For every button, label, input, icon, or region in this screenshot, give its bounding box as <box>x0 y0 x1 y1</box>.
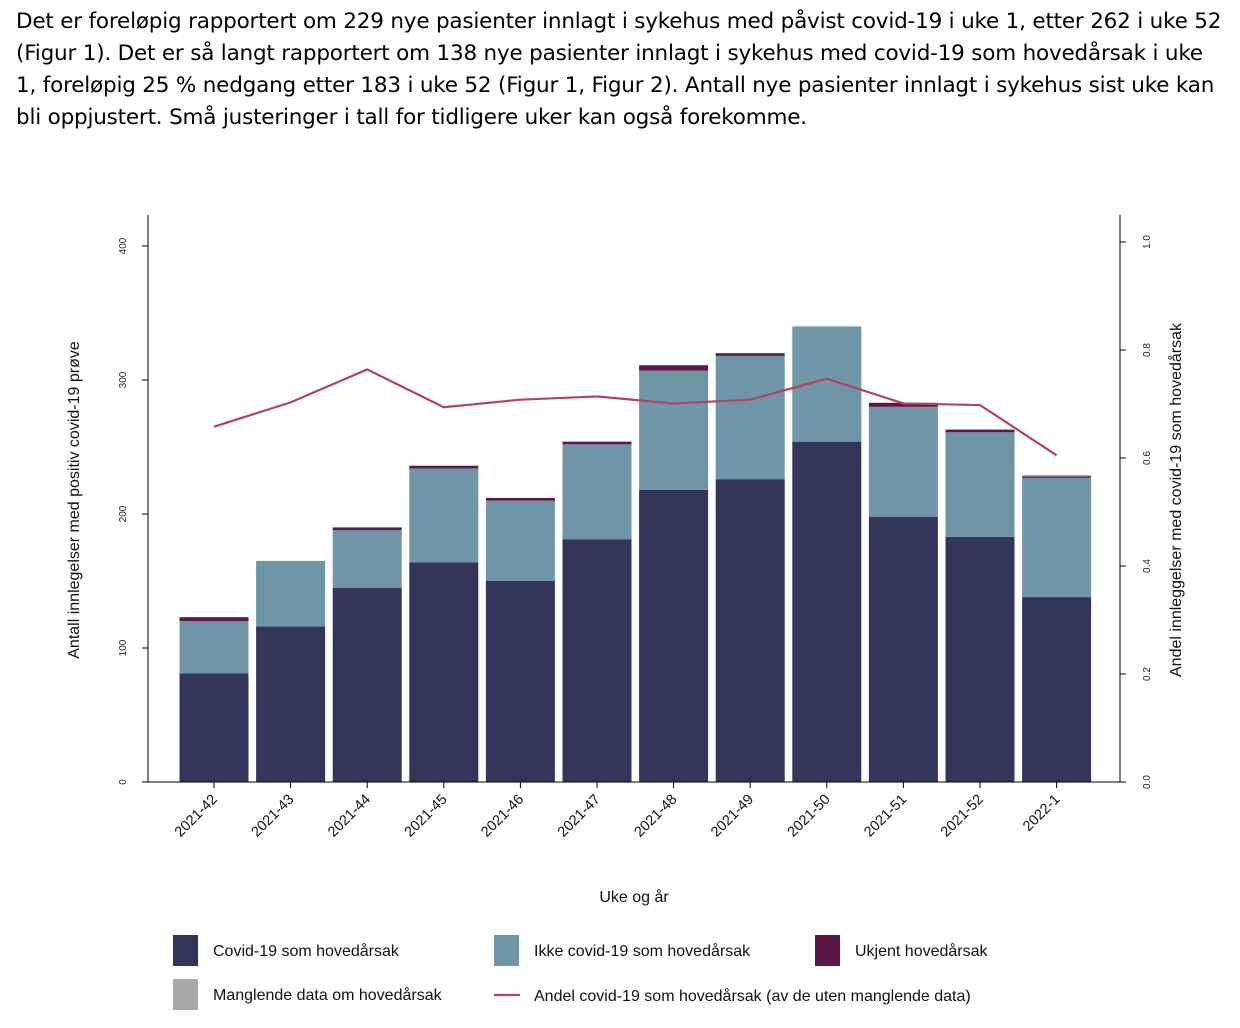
bar-segment-1-2021-46 <box>485 581 555 782</box>
x-tick-labels: 2021-42 2021-43 2021-44 2021-45 2021-46 2021-… <box>172 792 1064 841</box>
x-tick-label: 2022-1 <box>1020 792 1063 835</box>
bar-segment-3-2021-48 <box>639 365 709 371</box>
line-layer <box>213 368 1058 457</box>
bar-segment-2-2021-46 <box>485 500 555 581</box>
bar-segment-2-2021-48 <box>639 370 709 490</box>
x-tick-label: 2021-44 <box>325 792 374 841</box>
legend-swatch-2 <box>494 935 519 966</box>
x-axis-label: Uke og år <box>599 888 669 906</box>
bar-segment-2-2021-50 <box>792 326 862 442</box>
bar-segment-1-2021-44 <box>332 587 402 782</box>
x-tick-label: 2021-51 <box>861 792 910 841</box>
bar-segment-3-2021-45 <box>409 465 479 469</box>
y-tick-label-right: 0.4 <box>1142 559 1153 573</box>
legend-label-1: Covid-19 som hovedårsak <box>213 942 400 960</box>
bar-segment-2-2022-1 <box>1022 477 1092 598</box>
x-tick-label: 2021-50 <box>785 792 834 841</box>
bar-segment-3-2021-52 <box>945 429 1015 433</box>
bar-segment-3-2021-47 <box>562 441 632 445</box>
x-tick-label: 2021-42 <box>172 792 221 841</box>
legend-swatch-4 <box>173 979 198 1010</box>
bar-segment-3-2021-51 <box>868 402 938 407</box>
x-tick-label: 2021-48 <box>631 792 680 841</box>
intro-paragraph: Det er foreløpig rapportert om 229 nye p… <box>16 9 1222 130</box>
x-tick-label: 2021-45 <box>402 792 451 841</box>
bar-layer <box>179 326 1092 782</box>
y-tick-label-right: 1.0 <box>1142 235 1153 249</box>
x-tick-label: 2021-46 <box>478 792 527 841</box>
bar-segment-2-2021-49 <box>715 355 785 480</box>
share-line <box>213 368 1058 457</box>
bar-segment-2-2021-43 <box>256 560 326 627</box>
bar-segment-3-2022-1 <box>1022 476 1092 478</box>
bar-segment-1-2021-49 <box>715 479 785 782</box>
legend-label-2: Ikke covid-19 som hovedårsak <box>534 942 751 960</box>
y-tick-label-right: 0.6 <box>1142 451 1153 465</box>
legend: Covid-19 som hovedårsak Ikke covid-19 som… <box>173 935 989 1010</box>
y-tick-label-left: 400 <box>118 237 129 254</box>
bar-segment-2-2021-44 <box>332 530 402 588</box>
axes-layer: 0 100 200 300 400 0.0 0.2 0.4 0.6 0.8 1.0 <box>118 215 1153 789</box>
legend-swatch-3 <box>815 935 840 966</box>
y-tick-label-left: 300 <box>118 371 129 388</box>
bar-segment-2-2021-47 <box>562 444 632 540</box>
bar-segment-2-2021-42 <box>179 621 249 674</box>
bar-segment-1-2022-1 <box>1022 597 1092 782</box>
bar-segment-3-2021-49 <box>715 353 785 356</box>
x-tick-label: 2021-49 <box>708 792 757 841</box>
y-tick-label-right: 0.0 <box>1142 775 1153 789</box>
bar-segment-2-2021-52 <box>945 432 1015 537</box>
bar-segment-2-2021-51 <box>868 406 938 517</box>
legend-label-3: Ukjent hovedårsak <box>855 942 989 960</box>
bar-segment-3-2021-42 <box>179 617 249 622</box>
bar-segment-4-2022-1 <box>1022 475 1092 477</box>
y-tick-label-right: 0.2 <box>1142 667 1153 681</box>
bar-segment-1-2021-52 <box>945 536 1015 782</box>
bar-segment-1-2021-45 <box>409 562 479 782</box>
bar-segment-1-2021-47 <box>562 539 632 782</box>
y-axis-label-right: Andel innleggelser med covid-19 som hove… <box>1167 322 1185 677</box>
bar-segment-1-2021-50 <box>792 441 862 782</box>
y-axis-label-left: Antall innlegelser med positiv covid-19 … <box>66 341 83 659</box>
bar-segment-1-2021-42 <box>179 673 249 782</box>
legend-label-line: Andel covid-19 som hovedårsak (av de ute… <box>534 987 971 1005</box>
x-tick-label: 2021-52 <box>938 792 987 841</box>
y-tick-label-left: 100 <box>118 639 129 656</box>
y-tick-label-right: 0.8 <box>1142 343 1153 357</box>
y-tick-label-left: 200 <box>118 505 129 522</box>
bar-segment-3-2021-46 <box>485 497 555 501</box>
bar-segment-2-2021-45 <box>409 468 479 563</box>
bar-segment-1-2021-43 <box>256 626 326 782</box>
y-tick-label-left: 0 <box>118 779 129 785</box>
x-tick-label: 2021-43 <box>248 792 297 841</box>
bar-segment-1-2021-51 <box>868 516 938 782</box>
legend-label-4: Manglende data om hovedårsak <box>213 986 443 1004</box>
bar-segment-1-2021-48 <box>639 489 709 782</box>
legend-swatch-1 <box>173 935 198 966</box>
bar-segment-3-2021-44 <box>332 527 402 531</box>
x-tick-label: 2021-47 <box>555 792 604 841</box>
